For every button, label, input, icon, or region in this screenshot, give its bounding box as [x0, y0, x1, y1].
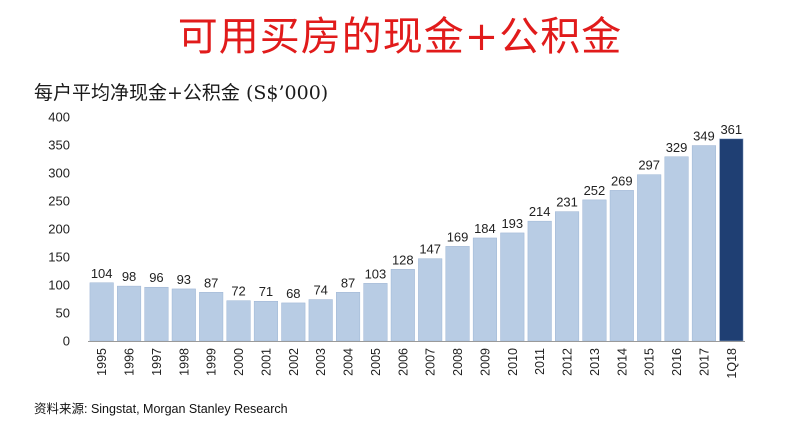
data-label: 329	[666, 140, 688, 155]
bar	[472, 237, 497, 342]
data-label: 297	[638, 158, 660, 173]
x-tick-label: 1Q18	[725, 348, 739, 379]
y-tick-label: 50	[56, 306, 70, 321]
x-tick-label: 1996	[123, 348, 137, 376]
data-labels-group: 104 98 96 93 87 72 71 68 74 87 103 128 147 169 184 193 2…	[91, 122, 742, 301]
x-tick-label: 1999	[205, 348, 219, 376]
x-tick-label: 1995	[95, 348, 109, 376]
bar	[609, 190, 634, 342]
x-tick-label: 2016	[670, 348, 684, 376]
y-axis: 0 50 100 150 200 250 300 350 400	[48, 110, 70, 349]
x-tick-label: 2004	[342, 348, 356, 376]
chart-subtitle: 每户平均净现金+公积金 (S$’000)	[34, 82, 329, 104]
data-label: 361	[720, 122, 742, 137]
data-label: 96	[149, 270, 163, 285]
y-tick-label: 250	[48, 194, 70, 209]
y-tick-label: 100	[48, 278, 70, 293]
y-tick-label: 300	[48, 166, 70, 181]
bar	[719, 138, 744, 342]
data-label: 98	[122, 269, 136, 284]
data-label: 147	[419, 242, 441, 257]
data-label: 169	[447, 229, 469, 244]
bar	[117, 285, 142, 342]
data-label: 87	[341, 275, 355, 290]
data-label: 214	[529, 204, 551, 219]
x-tick-label: 2009	[478, 348, 492, 376]
x-tick-label: 1997	[150, 348, 164, 376]
data-label: 349	[693, 129, 715, 144]
x-tick-label: 2015	[643, 348, 657, 376]
x-tick-label: 2003	[314, 348, 328, 376]
bar	[527, 220, 552, 342]
x-axis: 1995 1996 1997 1998 1999 2000 2001 2002 2003 2004…	[95, 348, 739, 379]
bar	[390, 269, 415, 342]
bar	[336, 292, 361, 342]
data-label: 231	[556, 195, 578, 210]
data-label: 72	[231, 284, 245, 299]
x-tick-label: 2006	[396, 348, 410, 376]
y-tick-label: 350	[48, 138, 70, 153]
x-tick-label: 2010	[506, 348, 520, 376]
data-label: 103	[365, 266, 387, 281]
bar	[171, 288, 196, 342]
x-tick-label: 1998	[177, 348, 191, 376]
y-tick-label: 0	[63, 334, 70, 349]
data-label: 74	[313, 283, 327, 298]
y-tick-label: 400	[48, 110, 70, 125]
x-tick-label: 2008	[451, 348, 465, 376]
data-label: 68	[286, 286, 300, 301]
x-tick-label: 2002	[287, 348, 301, 376]
bar	[418, 258, 443, 342]
bar	[582, 199, 607, 342]
data-label: 128	[392, 252, 414, 267]
bar	[691, 145, 716, 342]
data-label: 87	[204, 275, 218, 290]
bar	[445, 246, 470, 342]
bar	[144, 286, 169, 342]
y-tick-label: 200	[48, 222, 70, 237]
data-label: 71	[259, 284, 273, 299]
x-tick-label: 2011	[533, 348, 547, 375]
x-tick-label: 2007	[424, 348, 438, 376]
y-tick-label: 150	[48, 250, 70, 265]
source-note: 资料来源: Singstat, Morgan Stanley Research	[34, 402, 288, 416]
bar	[500, 232, 525, 342]
page-title: 可用买房的现金+公积金	[177, 14, 623, 60]
data-label: 252	[584, 183, 606, 198]
x-tick-label: 2012	[561, 348, 575, 376]
data-label: 193	[501, 216, 523, 231]
bar	[308, 299, 333, 342]
bar	[199, 292, 224, 342]
data-label: 93	[177, 272, 191, 287]
bar	[281, 302, 306, 342]
x-tick-label: 2005	[369, 348, 383, 376]
x-tick-label: 2001	[259, 348, 273, 376]
bar	[226, 300, 251, 342]
bar	[555, 211, 580, 342]
x-tick-label: 2000	[232, 348, 246, 376]
bar	[89, 282, 114, 342]
x-tick-label: 2014	[615, 348, 629, 376]
data-label: 184	[474, 221, 496, 236]
bar	[363, 283, 388, 342]
x-tick-label: 2013	[588, 348, 602, 376]
data-label: 269	[611, 173, 633, 188]
data-label: 104	[91, 266, 113, 281]
bars-group	[89, 138, 744, 342]
bar	[253, 300, 278, 342]
bar	[637, 174, 662, 342]
x-tick-label: 2017	[697, 348, 711, 376]
bar	[664, 156, 689, 342]
